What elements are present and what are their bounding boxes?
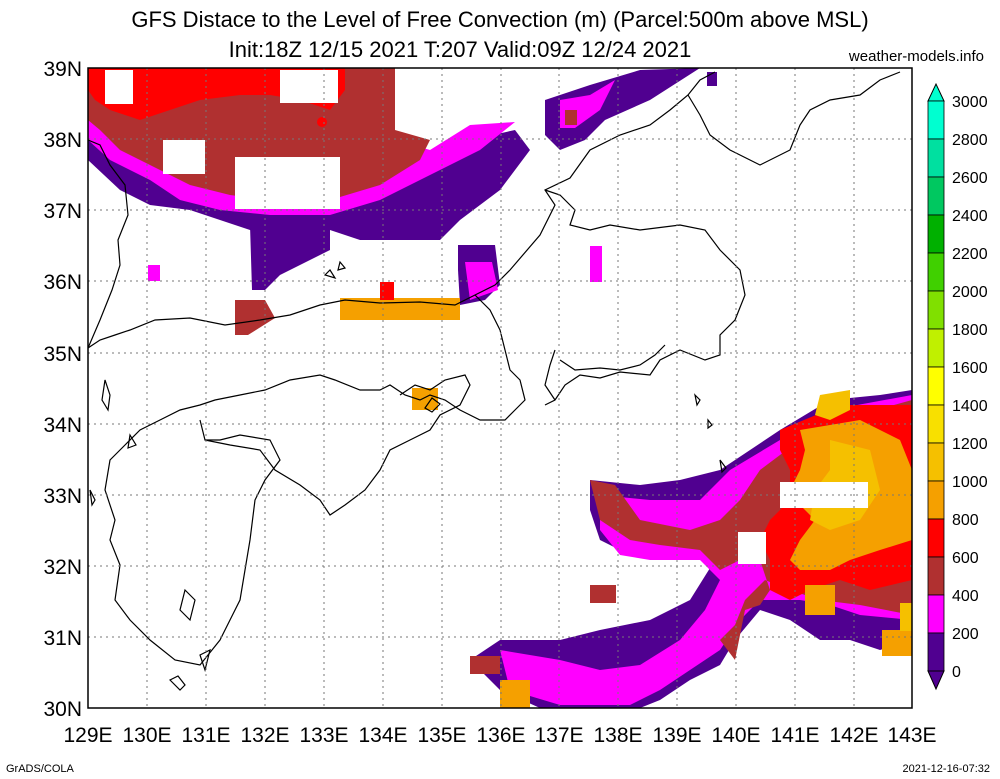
colorbar-segment: [927, 556, 945, 596]
colorbar-label: 2400: [952, 208, 988, 225]
lon-label: 134E: [358, 724, 407, 747]
colorbar: 3000280026002400220020001800160014001200…: [927, 82, 988, 691]
footer-timestamp: 2021-12-16-07:32: [902, 763, 990, 775]
lat-label: 38N: [43, 129, 82, 152]
colorbar-segment: [927, 138, 945, 178]
colorbar-label: 1600: [952, 360, 988, 377]
colorbar-segment: [927, 480, 945, 520]
lon-label: 131E: [181, 724, 230, 747]
lat-label: 33N: [43, 485, 82, 508]
lon-label: 138E: [593, 724, 642, 747]
grid-lines: [88, 68, 912, 708]
lon-label: 135E: [417, 724, 466, 747]
lon-label: 129E: [63, 724, 112, 747]
lat-label: 37N: [43, 200, 82, 223]
lat-label: 36N: [43, 271, 82, 294]
colorbar-segment: [927, 100, 945, 140]
lon-label: 136E: [476, 724, 525, 747]
lat-axis: 39N 38N 37N 36N 35N 34N 33N 32N 31N 30N: [43, 58, 82, 721]
colorbar-label: 1800: [952, 322, 988, 339]
site-credit: weather-models.info: [848, 48, 984, 65]
colorbar-segment: [927, 176, 945, 216]
colorbar-segment: [927, 366, 945, 406]
lat-label: 31N: [43, 627, 82, 650]
map-area: [88, 68, 912, 708]
colorbar-label: 2800: [952, 132, 988, 149]
colorbar-segment: [927, 290, 945, 330]
colorbar-label: 1400: [952, 398, 988, 415]
lon-label: 140E: [711, 724, 760, 747]
lon-label: 137E: [534, 724, 583, 747]
lon-label: 142E: [829, 724, 878, 747]
lon-label: 143E: [887, 724, 936, 747]
lat-label: 30N: [43, 698, 82, 721]
map-frame: [87, 67, 913, 709]
colorbar-segment: [927, 442, 945, 482]
colorbar-label: 2000: [952, 284, 988, 301]
colorbar-label: 200: [952, 626, 979, 643]
lon-label: 132E: [240, 724, 289, 747]
colorbar-top-arrow: [927, 82, 945, 102]
lfc-shading-south: [470, 390, 912, 708]
lon-label: 141E: [770, 724, 819, 747]
lfc-shading-north: [88, 68, 717, 410]
colorbar-segment: [927, 252, 945, 292]
title-line-2: Init:18Z 12/15 2021 T:207 Valid:09Z 12/2…: [228, 37, 692, 62]
colorbar-label: 800: [952, 512, 979, 529]
lat-label: 32N: [43, 556, 82, 579]
colorbar-segment: [927, 328, 945, 368]
colorbar-segment: [927, 214, 945, 254]
colorbar-label: 1200: [952, 436, 988, 453]
colorbar-bottom-arrow: [927, 670, 945, 691]
colorbar-label: 1000: [952, 474, 988, 491]
lat-label: 34N: [43, 414, 82, 437]
colorbar-segment: [927, 404, 945, 444]
colorbar-segment: [927, 518, 945, 558]
colorbar-label: 2200: [952, 246, 988, 263]
lon-label: 133E: [299, 724, 348, 747]
colorbar-label: 3000: [952, 94, 988, 111]
lon-axis: 129E 130E 131E 132E 133E 134E 135E 136E …: [63, 724, 936, 747]
footer-left: GrADS/COLA: [6, 763, 74, 775]
coastlines: [88, 71, 901, 691]
lon-label: 139E: [652, 724, 701, 747]
colorbar-label: 0: [952, 664, 961, 681]
lat-label: 35N: [43, 343, 82, 366]
colorbar-label: 600: [952, 550, 979, 567]
colorbar-segment: [927, 594, 945, 634]
title-line-1: GFS Distace to the Level of Free Convect…: [131, 7, 869, 32]
lat-label: 39N: [43, 58, 82, 81]
colorbar-label: 2600: [952, 170, 988, 187]
colorbar-segment: [927, 632, 945, 672]
colorbar-label: 400: [952, 588, 979, 605]
lon-label: 130E: [122, 724, 171, 747]
